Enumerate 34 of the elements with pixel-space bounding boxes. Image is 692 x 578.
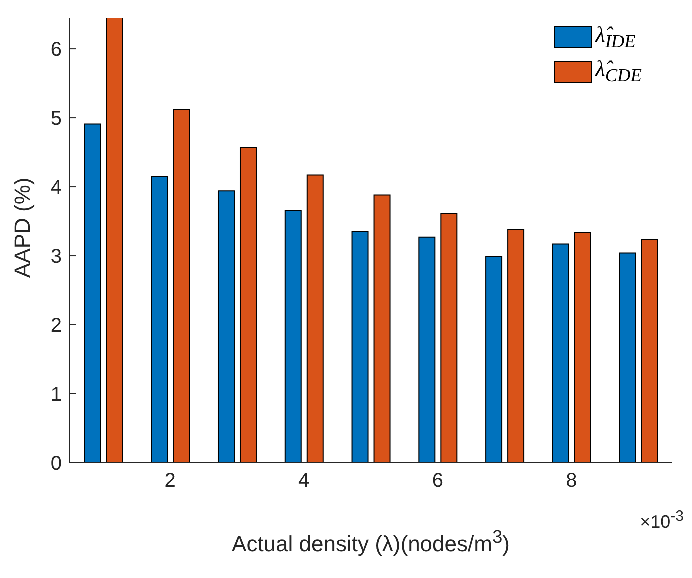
bar xyxy=(306,174,324,463)
bar xyxy=(418,236,436,463)
y-tick-label: 6 xyxy=(50,39,62,62)
x-tick-label: 4 xyxy=(298,470,310,492)
bar xyxy=(574,232,592,463)
bar xyxy=(84,124,102,463)
legend-label: λ̂$_{CDE}$ xyxy=(596,56,642,87)
x-tick-label: 6 xyxy=(432,470,444,492)
bar xyxy=(106,18,124,463)
y-tick-label: 5 xyxy=(50,108,62,130)
bar xyxy=(374,194,391,463)
bar xyxy=(641,238,658,463)
legend-label: λ̂$_{IDE}$ xyxy=(596,22,636,52)
bar xyxy=(508,229,525,463)
y-tick-label: 2 xyxy=(50,315,62,338)
x-tick-label: 8 xyxy=(566,470,578,492)
bar xyxy=(486,256,503,463)
y-tick-label: 4 xyxy=(50,177,62,200)
y-tick-label: 3 xyxy=(50,246,62,268)
bar xyxy=(284,210,302,463)
y-axis-title: AAPD (%) xyxy=(10,178,36,278)
bar xyxy=(151,176,168,463)
bar xyxy=(173,109,190,463)
x-tick-label: 2 xyxy=(164,470,176,492)
bar xyxy=(619,252,636,463)
bar xyxy=(440,213,458,463)
y-tick-label: 0 xyxy=(50,453,62,476)
x-axis-title: Actual density (λ)(nodes/m$^{3}$) xyxy=(232,526,510,556)
bar xyxy=(552,244,570,463)
text: ×10$^{-3}$ xyxy=(640,508,684,533)
y-tick-label: 1 xyxy=(50,384,62,406)
bar xyxy=(240,147,257,463)
bar xyxy=(218,190,235,463)
bar xyxy=(352,231,369,463)
